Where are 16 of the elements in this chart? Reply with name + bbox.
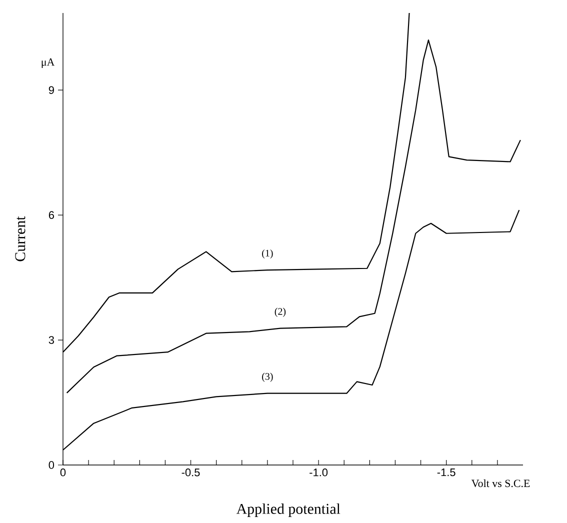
series-label: (3) — [262, 372, 273, 382]
text: Volt vs S.C.E — [471, 479, 530, 488]
x-tick-label: -1.5 — [437, 468, 456, 476]
y-tick-label: 3 — [48, 336, 54, 344]
series-label: (1) — [262, 249, 273, 259]
y-tick-label: 0 — [48, 461, 54, 469]
x-tick-label: 0 — [60, 468, 66, 476]
y-tick-label: 6 — [48, 211, 54, 219]
series-label: (2) — [274, 308, 286, 317]
text: μA — [42, 58, 55, 68]
x-tick-label: -1.0 — [310, 468, 328, 476]
y-axis-title: Current — [15, 216, 26, 262]
x-axis-title: Applied potential — [236, 503, 340, 517]
y-tick-label: 9 — [48, 86, 54, 94]
x-tick-label: -0.5 — [182, 468, 200, 476]
line-series — [66, 40, 521, 394]
